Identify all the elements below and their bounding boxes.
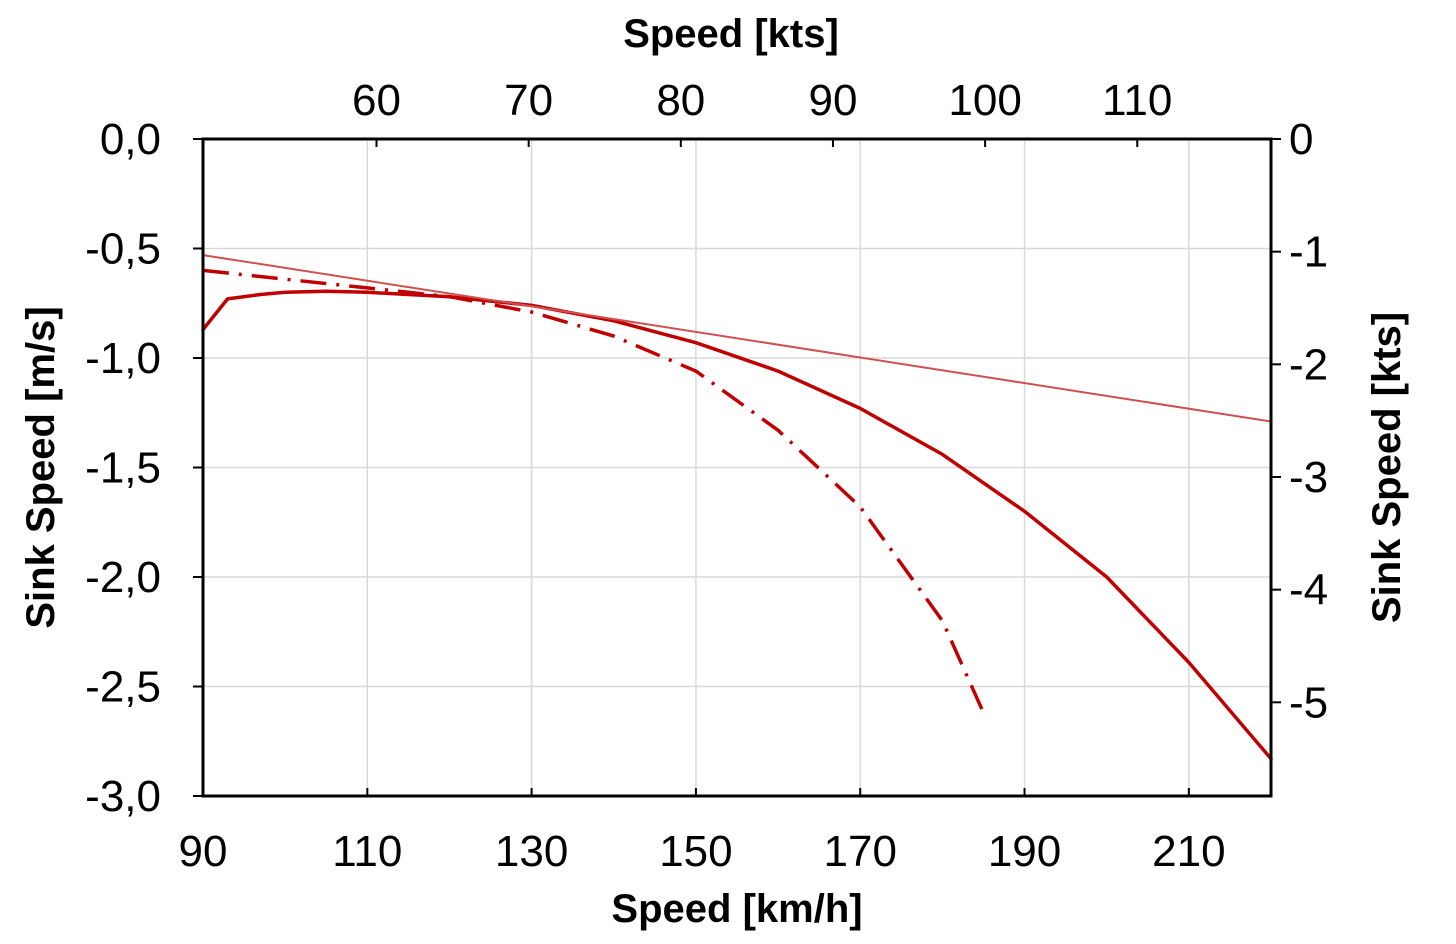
y-tick-label: -2,5 <box>85 663 161 712</box>
y2-tick-label: -2 <box>1289 340 1328 389</box>
x2-axis-title: Speed [kts] <box>623 12 839 56</box>
y2-axis-title: Sink Speed [kts] <box>1365 312 1409 623</box>
y-axis-title: Sink Speed [m/s] <box>19 306 63 628</box>
x-tick-label: 210 <box>1152 827 1225 876</box>
y2-tick-label: -4 <box>1289 566 1328 615</box>
x2-tick-label: 60 <box>352 76 401 125</box>
series-tangent-line <box>202 254 1272 423</box>
x2-tick-label: 110 <box>1102 76 1172 125</box>
x-tick-label: 170 <box>824 827 897 876</box>
y2-tick-label: 0 <box>1289 115 1313 164</box>
x-tick-label: 190 <box>988 827 1061 876</box>
series-polar-solid <box>201 289 1273 761</box>
x2-tick-label: 80 <box>656 76 705 125</box>
x-tick-label: 150 <box>659 827 732 876</box>
y-tick-label: -0,5 <box>85 225 161 274</box>
y2-tick-label: -5 <box>1289 678 1328 727</box>
x2-tick-label: 70 <box>504 76 553 125</box>
x-tick-label: 90 <box>179 827 228 876</box>
series-polar-dashdot <box>202 268 986 714</box>
y-tick-label: -2,0 <box>85 553 161 602</box>
grid <box>202 138 1271 797</box>
y-tick-label: 0,0 <box>100 115 161 164</box>
tick-layer: 90 110 130 150 170 190 210 0,0 -0,5 -1,0 -1,5 -2,0 -… <box>85 76 1328 876</box>
x-tick-label: 110 <box>332 827 402 876</box>
series-layer <box>201 254 1273 761</box>
x-axis-title: Speed [km/h] <box>611 887 862 931</box>
y-tick-label: -1,5 <box>85 444 161 493</box>
x-tick-label: 130 <box>495 827 568 876</box>
y2-tick-label: -1 <box>1289 228 1328 277</box>
x2-tick-label: 100 <box>948 76 1021 125</box>
y-tick-label: -3,0 <box>85 772 161 821</box>
y2-tick-label: -3 <box>1289 453 1328 502</box>
x2-tick-label: 90 <box>808 76 857 125</box>
y-tick-label: -1,0 <box>85 334 161 383</box>
